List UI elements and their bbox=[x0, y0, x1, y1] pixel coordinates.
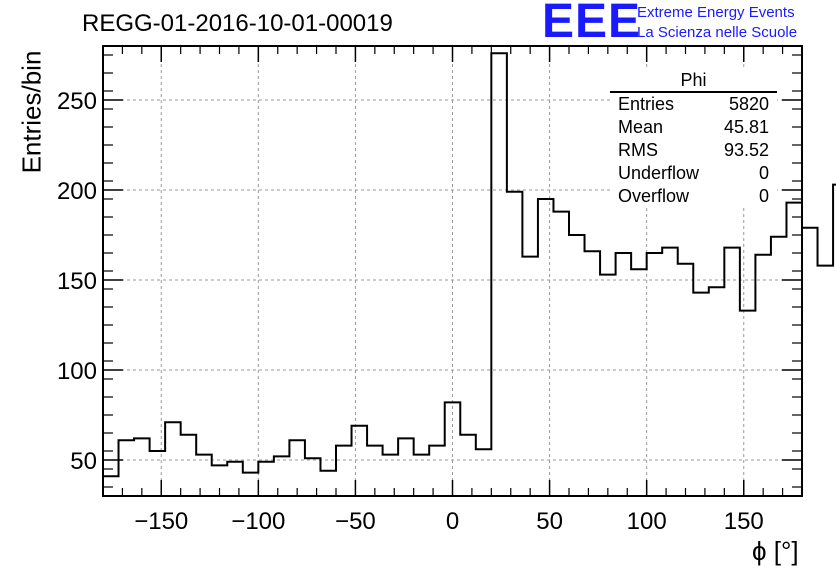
stats-value: 0 bbox=[758, 186, 769, 206]
x-tick-label: 0 bbox=[446, 508, 459, 535]
stats-row-entries: Entries 5820 bbox=[610, 93, 777, 116]
x-axis-label: ϕ [°] bbox=[752, 536, 799, 566]
stats-label: Mean bbox=[618, 117, 664, 137]
stats-value: 0 bbox=[758, 163, 769, 183]
stats-label: Underflow bbox=[618, 163, 700, 183]
stats-label: Overflow bbox=[618, 186, 690, 206]
axis-tick-labels: −150 −100 −50 0 50 100 150 50 100 150 200 250 bbox=[57, 88, 764, 535]
x-tick-label: 150 bbox=[724, 508, 764, 535]
axis-ticks bbox=[102, 46, 803, 496]
x-tick-label: −100 bbox=[231, 508, 285, 535]
logo-line-1: Extreme Energy Events bbox=[637, 4, 795, 21]
y-tick-label: 200 bbox=[57, 178, 97, 205]
y-tick-label: 250 bbox=[57, 88, 97, 115]
y-tick-label: 50 bbox=[70, 448, 97, 475]
stats-value: 45.81 bbox=[723, 117, 769, 137]
stats-row-overflow: Overflow 0 bbox=[610, 185, 777, 208]
stats-row-mean: Mean 45.81 bbox=[610, 116, 777, 139]
stats-label: RMS bbox=[618, 140, 658, 160]
x-tick-label: 100 bbox=[627, 508, 667, 535]
stats-title: Phi bbox=[610, 70, 777, 93]
stats-value: 5820 bbox=[728, 94, 769, 114]
eee-logo: EEE bbox=[542, 0, 642, 48]
stats-row-rms: RMS 93.52 bbox=[610, 139, 777, 162]
x-tick-label: 50 bbox=[536, 508, 563, 535]
histogram-series bbox=[103, 52, 836, 478]
stats-box: Phi Entries 5820 Mean 45.81 RMS 93.52 Under… bbox=[610, 70, 777, 208]
chart-title: REGG-01-2016-10-01-00019 bbox=[82, 10, 393, 37]
logo-caption: Extreme Energy Events La Scienza nelle S… bbox=[637, 3, 797, 43]
y-axis-label: Entries/bin bbox=[16, 50, 47, 174]
y-tick-label: 100 bbox=[57, 358, 97, 385]
stats-label: Entries bbox=[618, 94, 675, 114]
logo-line-2: La Scienza nelle Scuole bbox=[637, 24, 798, 41]
stats-row-underflow: Underflow 0 bbox=[610, 162, 777, 185]
x-tick-label: −50 bbox=[335, 508, 376, 535]
x-tick-label: −150 bbox=[134, 508, 188, 535]
stats-value: 93.52 bbox=[723, 140, 769, 160]
y-tick-label: 150 bbox=[57, 268, 97, 295]
